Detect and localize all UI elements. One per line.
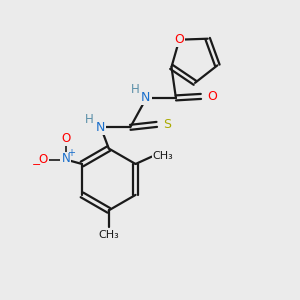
Text: N: N <box>141 91 151 104</box>
Text: H: H <box>131 83 140 96</box>
Text: −: − <box>32 160 42 170</box>
Text: O: O <box>39 153 48 166</box>
Text: H: H <box>85 112 94 126</box>
Text: N: N <box>61 152 70 166</box>
Text: O: O <box>61 132 70 145</box>
Text: +: + <box>67 148 75 158</box>
Text: CH₃: CH₃ <box>153 151 173 161</box>
Text: CH₃: CH₃ <box>98 230 119 240</box>
Text: S: S <box>163 118 171 131</box>
Text: O: O <box>174 33 184 46</box>
Text: O: O <box>207 90 217 103</box>
Text: N: N <box>95 121 105 134</box>
